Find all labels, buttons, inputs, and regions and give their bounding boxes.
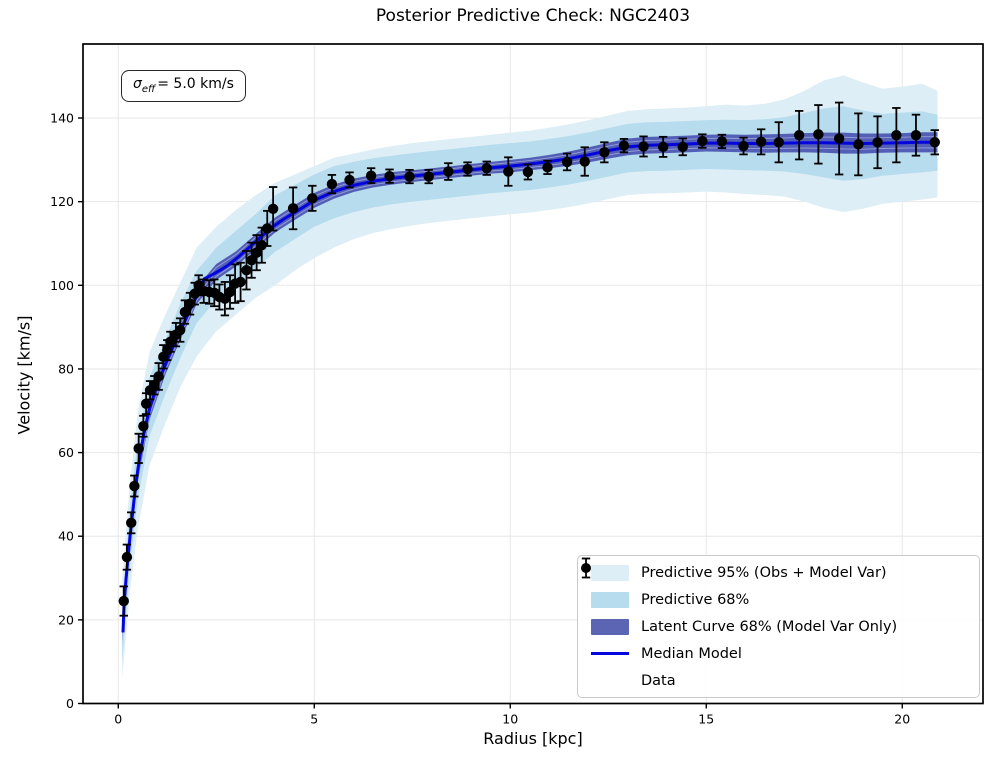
data-point <box>793 129 805 141</box>
data-point <box>910 129 922 141</box>
data-point <box>773 137 784 148</box>
y-tick-label: 100 <box>50 278 74 293</box>
data-point <box>561 156 573 168</box>
data-point <box>224 286 236 298</box>
x-tick-label: 0 <box>114 712 122 727</box>
data-point <box>618 140 630 151</box>
data-point <box>235 276 246 288</box>
data-point <box>138 421 149 432</box>
median-line-swatch <box>591 651 629 656</box>
x-tick-label: 5 <box>310 712 318 727</box>
x-axis-label: Radius [kpc] <box>483 729 583 748</box>
predictive-68-band <box>122 106 938 662</box>
data-point <box>241 265 252 276</box>
axes-frame <box>82 43 984 705</box>
data-point <box>813 129 824 140</box>
y-tick-label: 60 <box>58 445 74 460</box>
data-point <box>462 163 473 175</box>
sigma-eff-annotation: σeff = 5.0 km/s <box>121 70 246 102</box>
data-point <box>256 239 267 251</box>
data-point <box>267 203 279 214</box>
data-point <box>522 166 534 178</box>
sigma-value: = 5.0 km/s <box>157 76 234 92</box>
data-point <box>872 137 883 148</box>
legend-item-median-model: Median Model <box>578 641 979 667</box>
y-tick-label: 0 <box>66 696 74 711</box>
data-point <box>326 178 338 190</box>
data-point <box>184 298 196 309</box>
legend-label: Predictive 68% <box>641 591 750 608</box>
legend-item-latent-68: Latent Curve 68% (Model Var Only) <box>578 614 979 640</box>
data-point <box>891 129 902 141</box>
data-point <box>638 141 649 152</box>
data-point <box>853 139 864 150</box>
band-68-swatch <box>591 591 629 608</box>
legend-item-predictive-95: Predictive 95% (Obs + Model Var) <box>578 560 979 586</box>
data-point <box>716 136 728 147</box>
data-point <box>287 203 299 214</box>
data-point <box>755 136 767 148</box>
y-tick-label: 140 <box>50 111 74 126</box>
chart-title: Posterior Predictive Check: NGC2403 <box>375 6 691 26</box>
data-point <box>129 480 140 492</box>
legend-item-data: Data <box>578 557 979 694</box>
errorbar-marker-icon <box>581 557 591 579</box>
legend-label: Latent Curve 68% (Model Var Only) <box>641 618 898 635</box>
data-point <box>404 171 415 182</box>
legend-item-predictive-68: Predictive 68% <box>578 587 979 613</box>
band-95-swatch <box>591 564 629 581</box>
data-point <box>697 135 708 147</box>
data-point <box>657 141 669 153</box>
data-point <box>738 140 749 152</box>
data-point <box>133 443 144 454</box>
latent-band-swatch <box>591 618 629 635</box>
data-point <box>149 380 160 391</box>
data-point <box>118 595 129 607</box>
legend-label: Predictive 95% (Obs + Model Var) <box>641 564 887 581</box>
data-point <box>126 517 137 529</box>
y-tick-label: 20 <box>58 612 74 627</box>
y-tick-label: 120 <box>50 194 74 209</box>
data-point <box>251 247 262 258</box>
data-point <box>165 336 176 347</box>
data-point <box>443 166 454 177</box>
data-point <box>262 223 273 234</box>
data-point <box>344 174 355 186</box>
y-tick-label: 40 <box>58 529 74 544</box>
data-point <box>503 166 514 177</box>
data-point <box>599 147 610 158</box>
y-axis-label: Velocity [km/s] <box>14 315 34 435</box>
legend-label: Median Model <box>641 645 742 662</box>
predictive-95-band <box>122 75 938 679</box>
data-point <box>189 288 200 299</box>
data-point <box>246 255 257 266</box>
data-point <box>140 398 152 409</box>
data-point <box>384 170 395 182</box>
x-tick-label: 10 <box>502 712 518 727</box>
data-point <box>365 170 377 181</box>
data-point <box>579 156 590 167</box>
data-point <box>677 141 688 153</box>
sigma-symbol: σ <box>133 76 142 92</box>
data-point <box>929 137 940 148</box>
data-point <box>121 551 133 563</box>
sigma-subscript: eff <box>141 83 156 95</box>
legend-label: Data <box>641 672 676 689</box>
legend: Predictive 95% (Obs + Model Var) Predict… <box>577 555 980 698</box>
data-point <box>153 371 164 382</box>
data-point <box>423 171 434 182</box>
x-tick-label: 20 <box>894 712 910 727</box>
y-tick-label: 80 <box>58 361 74 376</box>
data-point <box>175 324 186 336</box>
data-point <box>307 193 318 204</box>
data-point <box>833 133 845 144</box>
x-tick-label: 15 <box>698 712 714 727</box>
data-point <box>542 162 553 173</box>
data-point <box>481 163 492 174</box>
